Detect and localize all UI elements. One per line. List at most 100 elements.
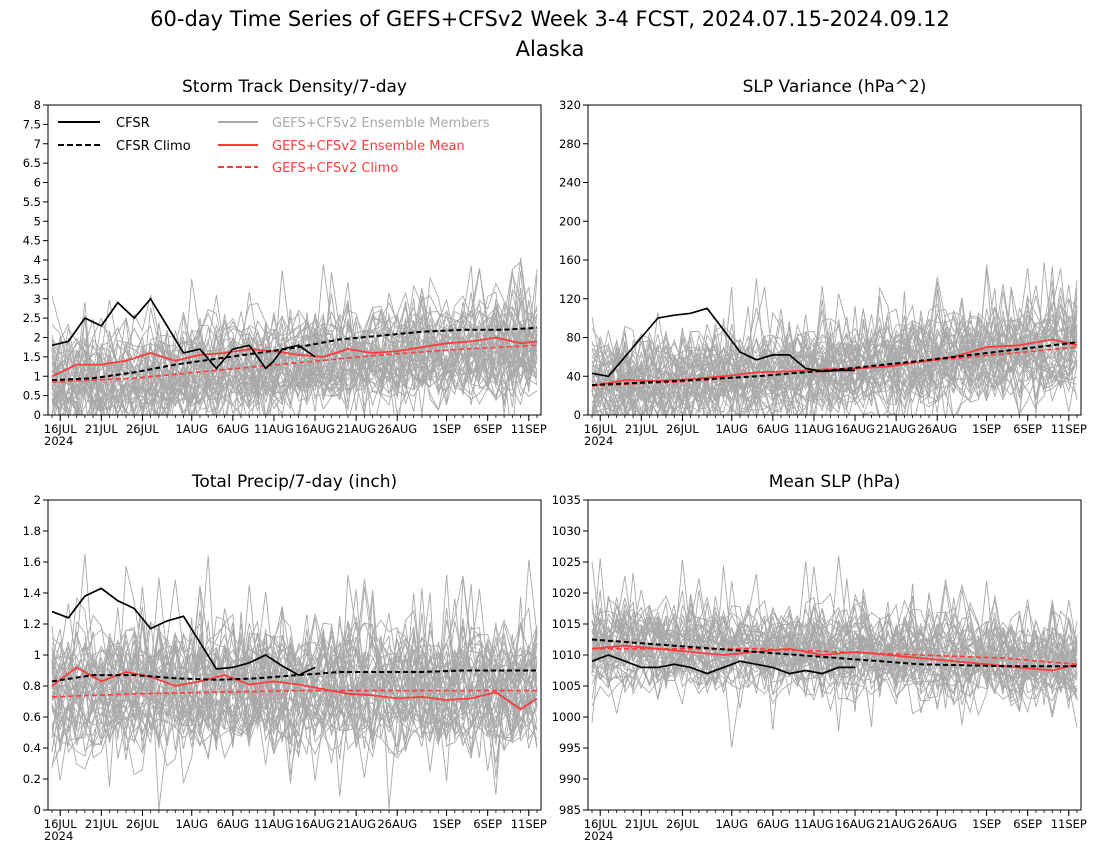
chart-panel-3: Total Precip/7-day (inch)00.20.40.60.811…: [23, 472, 547, 843]
y-tick-label: 6: [34, 176, 41, 190]
y-tick-label: 1015: [552, 617, 581, 631]
y-tick-label: 0.6: [23, 710, 41, 724]
x-tick-label: 6AUG: [757, 422, 790, 436]
x-tick-label: 1SEP: [972, 422, 1001, 436]
y-tick-label: 7: [34, 137, 41, 151]
y-tick-label: 5: [34, 214, 41, 228]
y-tick-label: 1000: [552, 710, 581, 724]
y-tick-label: 1025: [552, 555, 581, 569]
x-tick-label: 21AUG: [336, 817, 376, 831]
y-tick-label: 5.5: [23, 195, 41, 209]
x-tick-label: 6SEP: [1013, 422, 1042, 436]
x-tick-label: 1AUG: [175, 817, 208, 831]
legend-cfsr-label: CFSR: [116, 116, 150, 131]
ensemble-mean-line: [51, 666, 538, 711]
ensemble-member-line: [51, 264, 538, 398]
gefs-climo-line: [592, 647, 1078, 666]
x-tick-label: 6SEP: [473, 817, 502, 831]
x-tick-label: 26AUG: [917, 817, 957, 831]
ensemble-member-line: [591, 583, 1078, 695]
panel-title: Total Precip/7-day (inch): [191, 472, 397, 492]
x-tick-label: 11AUG: [254, 422, 294, 436]
y-tick-label: 160: [559, 253, 581, 267]
y-tick-label: 8: [34, 98, 41, 112]
y-tick-label: 200: [559, 214, 581, 228]
ensemble-member-line: [592, 303, 1078, 415]
x-tick-label: 16AUG: [835, 422, 875, 436]
series-lines: [591, 638, 1078, 675]
x-tick-label: 16AUG: [835, 817, 875, 831]
y-tick-label: 1.2: [23, 617, 41, 631]
x-tick-label: 16JUL: [44, 422, 77, 436]
gefs-climo-line: [51, 344, 538, 383]
y-tick-label: 80: [566, 331, 581, 345]
ensemble-member-line: [51, 680, 538, 782]
ensemble-member-line: [51, 257, 538, 415]
ensemble-member-line: [51, 301, 538, 391]
x-tick-label: 26JUL: [666, 422, 699, 436]
cfsr-line: [591, 654, 856, 675]
legend: CFSR CFSR Climo GEFS+CFSv2 Ensemble Member…: [58, 116, 490, 176]
y-tick-label: 985: [559, 803, 581, 817]
x-tick-label: 16JUL: [584, 817, 617, 831]
y-tick-label: 4: [34, 253, 41, 267]
cfsr-line: [591, 307, 856, 378]
x-tick-label: 21AUG: [876, 422, 916, 436]
x-tick-label: 11SEP: [511, 817, 547, 831]
figure-title: 60-day Time Series of GEFS+CFSv2 Week 3-…: [150, 7, 950, 31]
y-tick-label: 3.5: [23, 272, 41, 286]
x-tick-label: 1SEP: [432, 817, 461, 831]
x-tick-label: 6AUG: [757, 817, 790, 831]
cfsr-climo-line: [51, 326, 538, 382]
y-tick-label: 0.8: [23, 679, 41, 693]
series-lines: [51, 297, 538, 383]
panel-title: Mean SLP (hPa): [769, 472, 901, 492]
y-tick-label: 2: [34, 331, 41, 345]
ensemble-member-line: [51, 287, 538, 398]
x-year-label: 2024: [584, 434, 613, 448]
figure-subtitle: Alaska: [516, 37, 585, 61]
x-tick-label: 21AUG: [876, 817, 916, 831]
y-tick-label: 320: [559, 98, 581, 112]
ensemble-member-line: [51, 617, 538, 758]
ensemble-member-line: [591, 284, 1078, 415]
x-year-label: 2024: [44, 434, 73, 448]
ensemble-member-line: [591, 610, 1078, 714]
legend-ens-mean-label: GEFS+CFSv2 Ensemble Mean: [272, 139, 465, 154]
x-tick-label: 21JUL: [625, 817, 658, 831]
ensemble-member-line: [51, 299, 538, 411]
y-tick-label: 0.2: [23, 772, 41, 786]
gefs-climo-line: [51, 689, 537, 698]
x-tick-label: 1AUG: [715, 422, 748, 436]
series-lines: [51, 587, 538, 711]
x-tick-label: 1SEP: [432, 422, 461, 436]
ensemble-member-line: [591, 601, 1078, 692]
x-tick-label: 11AUG: [254, 817, 294, 831]
cfsr-line: [51, 587, 316, 677]
y-tick-label: 280: [559, 137, 581, 151]
ensemble-member-line: [51, 268, 538, 405]
y-tick-label: 2: [34, 493, 41, 507]
y-tick-label: 1.4: [23, 586, 41, 600]
y-tick-label: 0.5: [23, 389, 41, 403]
x-tick-label: 6SEP: [1013, 817, 1042, 831]
y-tick-label: 0.4: [23, 741, 41, 755]
y-tick-label: 1005: [552, 679, 581, 693]
x-tick-label: 21JUL: [85, 422, 118, 436]
ensemble-member-line: [591, 589, 1078, 692]
x-tick-label: 16AUG: [295, 817, 335, 831]
ensemble-member-line: [51, 654, 538, 784]
panel-title: SLP Variance (hPa^2): [743, 77, 927, 97]
ensemble-member-line: [591, 590, 1078, 672]
x-year-label: 2024: [584, 829, 613, 843]
series-lines: [591, 307, 1078, 387]
x-tick-label: 16JUL: [44, 817, 77, 831]
x-tick-label: 21JUL: [85, 817, 118, 831]
ensemble-member-line: [591, 558, 1078, 673]
ensemble-member-line: [51, 655, 538, 809]
y-tick-label: 1020: [552, 586, 581, 600]
x-tick-label: 26JUL: [126, 817, 159, 831]
x-tick-label: 6AUG: [217, 817, 250, 831]
x-tick-label: 26AUG: [377, 422, 417, 436]
